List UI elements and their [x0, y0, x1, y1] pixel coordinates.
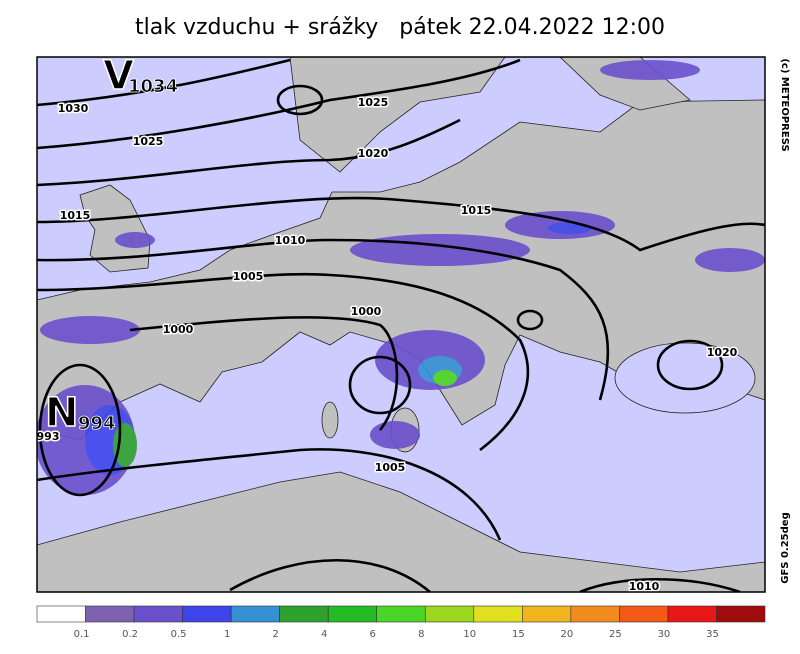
- isobar-label: 1005: [233, 270, 264, 283]
- title: tlak vzduchu + srážky pátek 22.04.2022 1…: [135, 15, 665, 40]
- colorbar-label: 25: [609, 629, 622, 640]
- isobar-label: 1025: [358, 96, 389, 109]
- colorbar-swatch: [327, 605, 378, 623]
- colorbar-label: 30: [658, 629, 671, 640]
- colorbar-label: 4: [321, 629, 327, 640]
- colorbar-swatch: [473, 605, 523, 623]
- colorbar-swatch: [85, 605, 135, 623]
- colorbar-label: 6: [370, 629, 376, 640]
- copyright: (c) METEOPRESS: [779, 58, 790, 151]
- center-value: 994: [78, 413, 116, 434]
- colorbar-label: 8: [418, 629, 424, 640]
- colorbar-swatch: [570, 605, 620, 623]
- isobar-label: 1025: [133, 135, 164, 148]
- map: 1030 1025 1025 1020 1015 1015 1010 1005 1000 1000…: [37, 53, 765, 593]
- center-letter: N: [45, 390, 78, 436]
- colorbar-swatch: [376, 605, 426, 623]
- colorbar-label: 0.2: [122, 629, 138, 640]
- isobar-label: 1010: [275, 234, 306, 247]
- isobar-label: 1005: [375, 461, 406, 474]
- center-value: 1034: [128, 76, 178, 97]
- isobar-label: 1015: [60, 209, 91, 222]
- colorbar-swatch: [619, 605, 669, 623]
- isobar-label: 993: [37, 430, 60, 443]
- colorbar-swatch: [424, 605, 475, 623]
- colorbar-swatch: [182, 605, 232, 623]
- map-frame: [36, 56, 766, 593]
- colorbar-label: 2: [272, 629, 278, 640]
- isobar-label: 1020: [707, 346, 738, 359]
- isobar-label: 1000: [163, 323, 194, 336]
- colorbar-swatch: [667, 605, 717, 623]
- center-letter: V: [103, 53, 134, 99]
- colorbar-swatch: [230, 605, 280, 623]
- colorbar-label: 1: [224, 629, 230, 640]
- isobar-label: 1020: [358, 147, 389, 160]
- colorbar-swatch: [716, 605, 766, 623]
- isobar-label: 1030: [58, 102, 89, 115]
- isobar-label: 1010: [629, 580, 660, 593]
- colorbar-swatch: [36, 605, 86, 623]
- colorbar-label: 20: [560, 629, 573, 640]
- colorbar-label: 10: [463, 629, 476, 640]
- colorbar-label: 35: [706, 629, 719, 640]
- colorbar: 0.1 0.2 0.5 1 2 4 6 8 10 15 20 25 30 35: [36, 605, 766, 640]
- colorbar-label: 15: [512, 629, 525, 640]
- colorbar-swatch: [522, 605, 572, 623]
- isobar-label: 1000: [351, 305, 382, 318]
- colorbar-label: 0.1: [74, 629, 90, 640]
- model-label: GFS 0.25deg: [780, 512, 791, 584]
- isobar-label: 1015: [461, 204, 492, 217]
- colorbar-swatch: [279, 605, 329, 623]
- colorbar-label: 0.5: [171, 629, 187, 640]
- colorbar-swatch: [133, 605, 183, 623]
